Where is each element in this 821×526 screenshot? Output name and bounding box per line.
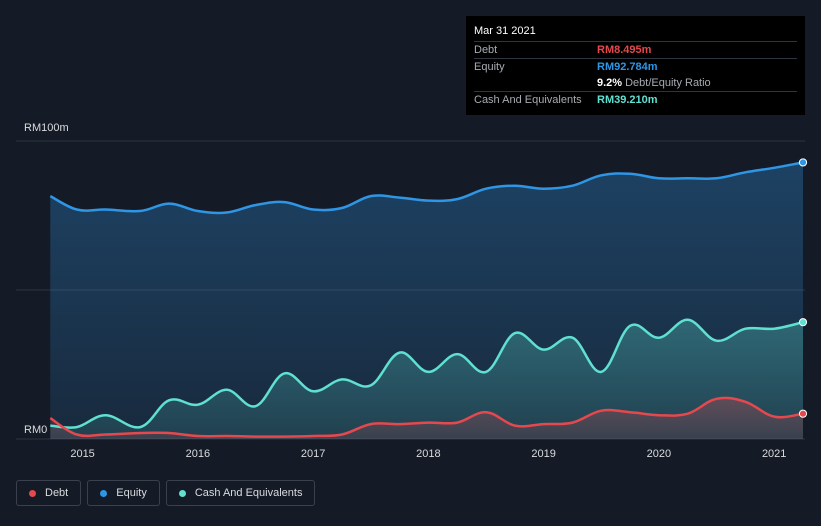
x-tick-label: 2018 [416, 448, 440, 460]
series-end-markers [798, 158, 808, 418]
tooltip-ratio-label: Debt/Equity Ratio [625, 77, 711, 89]
tooltip-equity-value: RM92.784m [597, 61, 658, 73]
tooltip-row-equity: Equity RM92.784m [474, 58, 797, 75]
x-tick-label: 2020 [647, 448, 671, 460]
tooltip-debt-label: Debt [474, 44, 498, 56]
tooltip-panel: Mar 31 2021 Debt RM8.495m Equity RM92.78… [466, 16, 805, 115]
cash-and-equivalents-line [50, 318, 804, 429]
debt-line [49, 396, 804, 438]
debt-area [50, 397, 804, 439]
tooltip-debt-value: RM8.495m [597, 44, 652, 56]
x-tick-label: 2021 [762, 448, 786, 460]
tooltip-row-ratio: 9.2% Debt/Equity Ratio [474, 75, 797, 91]
equity-line [49, 161, 804, 215]
tooltip-date: Mar 31 2021 [474, 25, 536, 37]
y-tick-label: RM0 [24, 424, 47, 436]
tooltip-row-debt: Debt RM8.495m [474, 41, 797, 58]
y-tick-label: RM100m [24, 122, 69, 134]
x-tick-label: 2016 [186, 448, 210, 460]
y-axis-labels: RM100m RM0 [24, 122, 69, 436]
legend-equity-label: Equity [116, 487, 147, 499]
tooltip-ratio-value: 9.2% [597, 77, 623, 89]
tooltip-row-cash: Cash And Equivalents RM39.210m [474, 91, 797, 108]
legend-item-debt[interactable]: Debt [16, 480, 82, 506]
legend-debt-label: Debt [45, 487, 69, 499]
cash-and-equivalents-end-point [798, 318, 808, 327]
legend-cash-dot-icon [178, 489, 186, 497]
legend-item-equity[interactable]: Equity [87, 480, 160, 506]
x-axis-labels: 2015 2016 2017 2018 2019 2020 2021 [70, 448, 786, 460]
series-lines [49, 161, 804, 438]
legend-cash-label: Cash And Equivalents [194, 487, 303, 499]
x-tick-label: 2015 [70, 448, 94, 460]
x-tick-label: 2019 [531, 448, 555, 460]
tooltip-cash-value: RM39.210m [597, 94, 658, 106]
legend-debt-dot-icon [29, 489, 36, 497]
debt-end-point [798, 409, 808, 418]
tooltip-cash-label: Cash And Equivalents [474, 94, 582, 106]
legend-equity-dot-icon [100, 489, 108, 497]
legend-item-cash[interactable]: Cash And Equivalents [165, 480, 316, 506]
chart-legend: Debt Equity Cash And Equivalents [16, 480, 316, 506]
tooltip-equity-label: Equity [474, 61, 505, 73]
x-tick-label: 2017 [301, 448, 325, 460]
equity-end-point [798, 158, 808, 167]
